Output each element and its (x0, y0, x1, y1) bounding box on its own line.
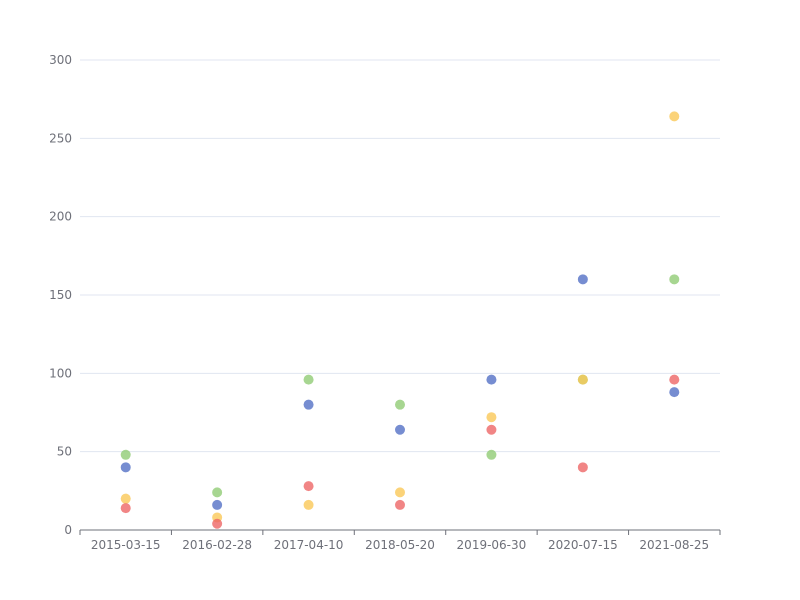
data-point[interactable] (669, 274, 680, 285)
x-tick-label: 2017-04-10 (274, 538, 344, 552)
data-point[interactable] (669, 387, 680, 398)
y-tick-label: 50 (57, 445, 72, 459)
data-point[interactable] (669, 111, 680, 122)
data-point[interactable] (486, 374, 497, 385)
data-point[interactable] (486, 449, 497, 460)
series-2 (120, 274, 680, 498)
data-point[interactable] (486, 424, 497, 435)
data-point[interactable] (577, 274, 588, 285)
data-point[interactable] (120, 449, 131, 460)
data-point[interactable] (303, 481, 314, 492)
x-tick-label: 2018-05-20 (365, 538, 435, 552)
data-point[interactable] (669, 374, 680, 385)
data-point[interactable] (395, 424, 405, 435)
y-tick-label: 250 (49, 131, 72, 145)
data-point[interactable] (577, 374, 588, 385)
y-axis: 0 50 100 150 200 250 300 (49, 53, 72, 537)
series-3 (120, 111, 680, 523)
y-tick-label: 200 (49, 210, 72, 224)
data-point[interactable] (486, 412, 497, 423)
data-point[interactable] (120, 493, 131, 504)
data-point[interactable] (395, 487, 405, 498)
y-tick-label: 300 (49, 53, 72, 67)
data-point[interactable] (120, 462, 131, 473)
data-points (120, 111, 680, 529)
x-tick-label: 2015-03-15 (91, 538, 161, 552)
series-4 (120, 374, 680, 529)
x-tick-label: 2016-02-28 (182, 538, 252, 552)
data-point[interactable] (303, 374, 314, 385)
data-point[interactable] (303, 399, 314, 410)
x-axis: 2015-03-15 2016-02-28 2017-04-10 2018-05-20… (79, 529, 721, 552)
data-point[interactable] (303, 499, 314, 510)
data-point[interactable] (395, 499, 405, 510)
x-tick-label: 2020-07-15 (548, 538, 618, 552)
data-point[interactable] (212, 487, 223, 498)
x-tick-label: 2019-06-30 (457, 538, 527, 552)
data-point[interactable] (212, 499, 223, 510)
grid-lines (80, 59, 720, 453)
data-point[interactable] (577, 462, 588, 473)
y-tick-label: 100 (49, 366, 72, 380)
data-point[interactable] (395, 399, 405, 410)
series-1 (120, 274, 680, 510)
y-tick-label: 0 (64, 523, 72, 537)
data-point[interactable] (212, 518, 223, 529)
data-point[interactable] (120, 503, 131, 514)
y-tick-label: 150 (49, 288, 72, 302)
x-tick-label: 2021-08-25 (639, 538, 709, 552)
